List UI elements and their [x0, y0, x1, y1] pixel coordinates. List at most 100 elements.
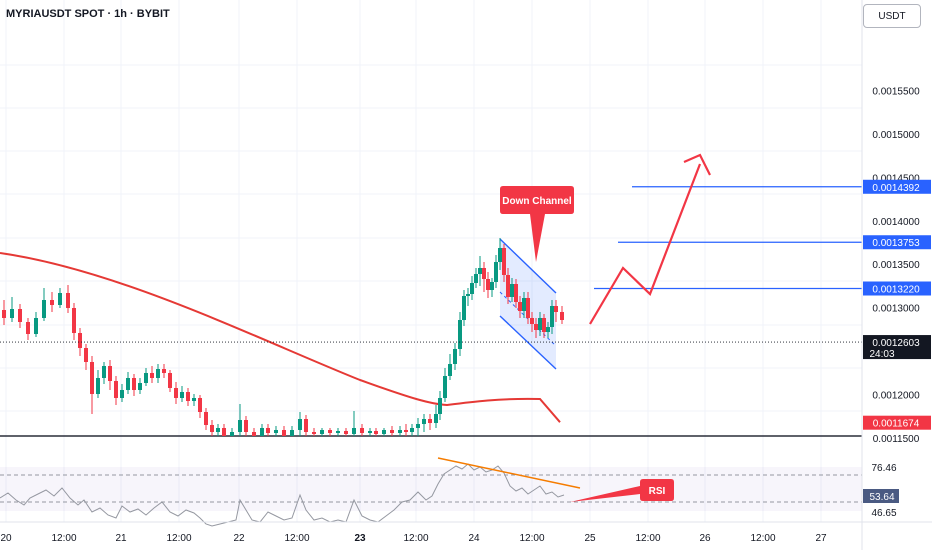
- candle-body: [490, 282, 494, 290]
- candle-body: [510, 284, 514, 297]
- candle-body: [438, 398, 442, 414]
- time-tick-label: 12:00: [519, 533, 544, 544]
- candle-body: [186, 392, 190, 401]
- ma-line: [0, 252, 561, 423]
- price-badge-label: 0.0013753: [872, 238, 920, 249]
- candle-body: [462, 296, 466, 320]
- candle-body: [96, 378, 100, 394]
- candle-body: [42, 300, 46, 318]
- candle-body: [126, 378, 130, 390]
- candle-body: [192, 398, 196, 401]
- axis-bg: [862, 0, 932, 550]
- price-tick-label: 0.0014500: [872, 173, 920, 184]
- time-tick-label: 24: [468, 533, 480, 544]
- candle-body: [466, 294, 470, 296]
- rsi-band: [0, 467, 862, 511]
- candle-body: [58, 293, 62, 305]
- candle-body: [498, 248, 502, 262]
- time-axis: 20 12:00 21 12:00 22 12:00 23 12:00 24 12:00 25 12:…: [0, 521, 932, 544]
- moving-average: [0, 252, 561, 423]
- candle-body: [238, 420, 242, 432]
- price-badge: [863, 235, 931, 250]
- rsi-line: [0, 457, 581, 527]
- rsi-callout-label: RSI: [649, 486, 666, 497]
- time-tick-label: 22: [233, 533, 245, 544]
- candle-body: [422, 419, 426, 424]
- rsi-callout-bubble: [570, 479, 674, 502]
- candle-body: [230, 432, 234, 436]
- rsi-tick-label: 76.46: [871, 463, 896, 474]
- time-tick-label: 12:00: [750, 533, 775, 544]
- time-tick-label: 27: [815, 533, 827, 544]
- candle-body: [222, 428, 226, 436]
- candle-body: [180, 392, 184, 398]
- rsi-value-label: 53.64: [869, 492, 894, 503]
- candle-body: [448, 364, 452, 376]
- candle-body: [10, 309, 14, 318]
- projection-arrowhead: [683, 153, 711, 176]
- candle-body: [410, 428, 414, 432]
- candle-body: [443, 376, 447, 398]
- price-badge: [863, 281, 931, 296]
- candle-body: [368, 431, 372, 433]
- time-tick-label: 25: [584, 533, 596, 544]
- candle-body: [50, 300, 54, 305]
- candle-body: [282, 430, 286, 436]
- price-tick-label: 0.0013000: [872, 304, 920, 315]
- channel-lower: [499, 315, 557, 370]
- candle-body: [34, 318, 38, 334]
- candle-body: [78, 333, 82, 348]
- currency-button[interactable]: USDT: [863, 4, 921, 28]
- candle-body: [352, 428, 356, 434]
- time-tick-label: 20: [0, 533, 12, 544]
- candle-body: [102, 366, 106, 378]
- candle-body: [382, 430, 386, 434]
- time-tick-label: 12:00: [635, 533, 660, 544]
- candle-body: [514, 284, 518, 302]
- candle-body: [90, 362, 94, 394]
- candle-body: [486, 279, 490, 290]
- candle-body: [120, 390, 124, 398]
- candle-body: [522, 298, 526, 311]
- callouts: Down Channel RSI: [500, 186, 674, 502]
- candle-body: [560, 312, 564, 320]
- price-badge: [863, 179, 931, 194]
- candle-body: [18, 309, 22, 322]
- candle-body: [84, 348, 88, 362]
- candles: [2, 238, 564, 436]
- candle-body: [216, 428, 220, 432]
- time-tick-label: 23: [354, 533, 366, 544]
- projection-path: [589, 153, 711, 325]
- rsi-divergence-line: [437, 457, 581, 489]
- candle-body: [328, 430, 332, 433]
- candle-body: [428, 419, 432, 423]
- candle-body: [538, 318, 542, 330]
- price-tick-label: 0.0015500: [872, 87, 920, 98]
- candle-body: [470, 283, 474, 294]
- price-badge: [863, 415, 931, 430]
- price-badge-label: 0.0011674: [873, 419, 920, 430]
- candle-body: [156, 369, 160, 378]
- candle-body: [542, 318, 546, 332]
- time-tick-label: 12:00: [284, 533, 309, 544]
- candle-body: [312, 432, 316, 434]
- candle-body: [458, 320, 462, 349]
- candle-body: [210, 425, 214, 432]
- candle-body: [478, 268, 482, 274]
- candle-body: [26, 322, 30, 334]
- candle-body: [66, 293, 70, 308]
- price-badge-label: 0.0013220: [872, 285, 920, 296]
- candle-body: [138, 383, 142, 390]
- candle-body: [174, 388, 178, 398]
- candle-body: [144, 373, 148, 383]
- candle-body: [298, 419, 302, 430]
- candle-body: [204, 412, 208, 425]
- candle-body: [290, 430, 294, 436]
- candle-body: [374, 431, 378, 434]
- projection-line: [589, 163, 702, 325]
- candle-body: [304, 419, 308, 432]
- candle-body: [360, 428, 364, 433]
- chart-title: MYRIAUSDT SPOT · 1h · BYBIT: [6, 8, 170, 20]
- candle-body: [260, 428, 264, 436]
